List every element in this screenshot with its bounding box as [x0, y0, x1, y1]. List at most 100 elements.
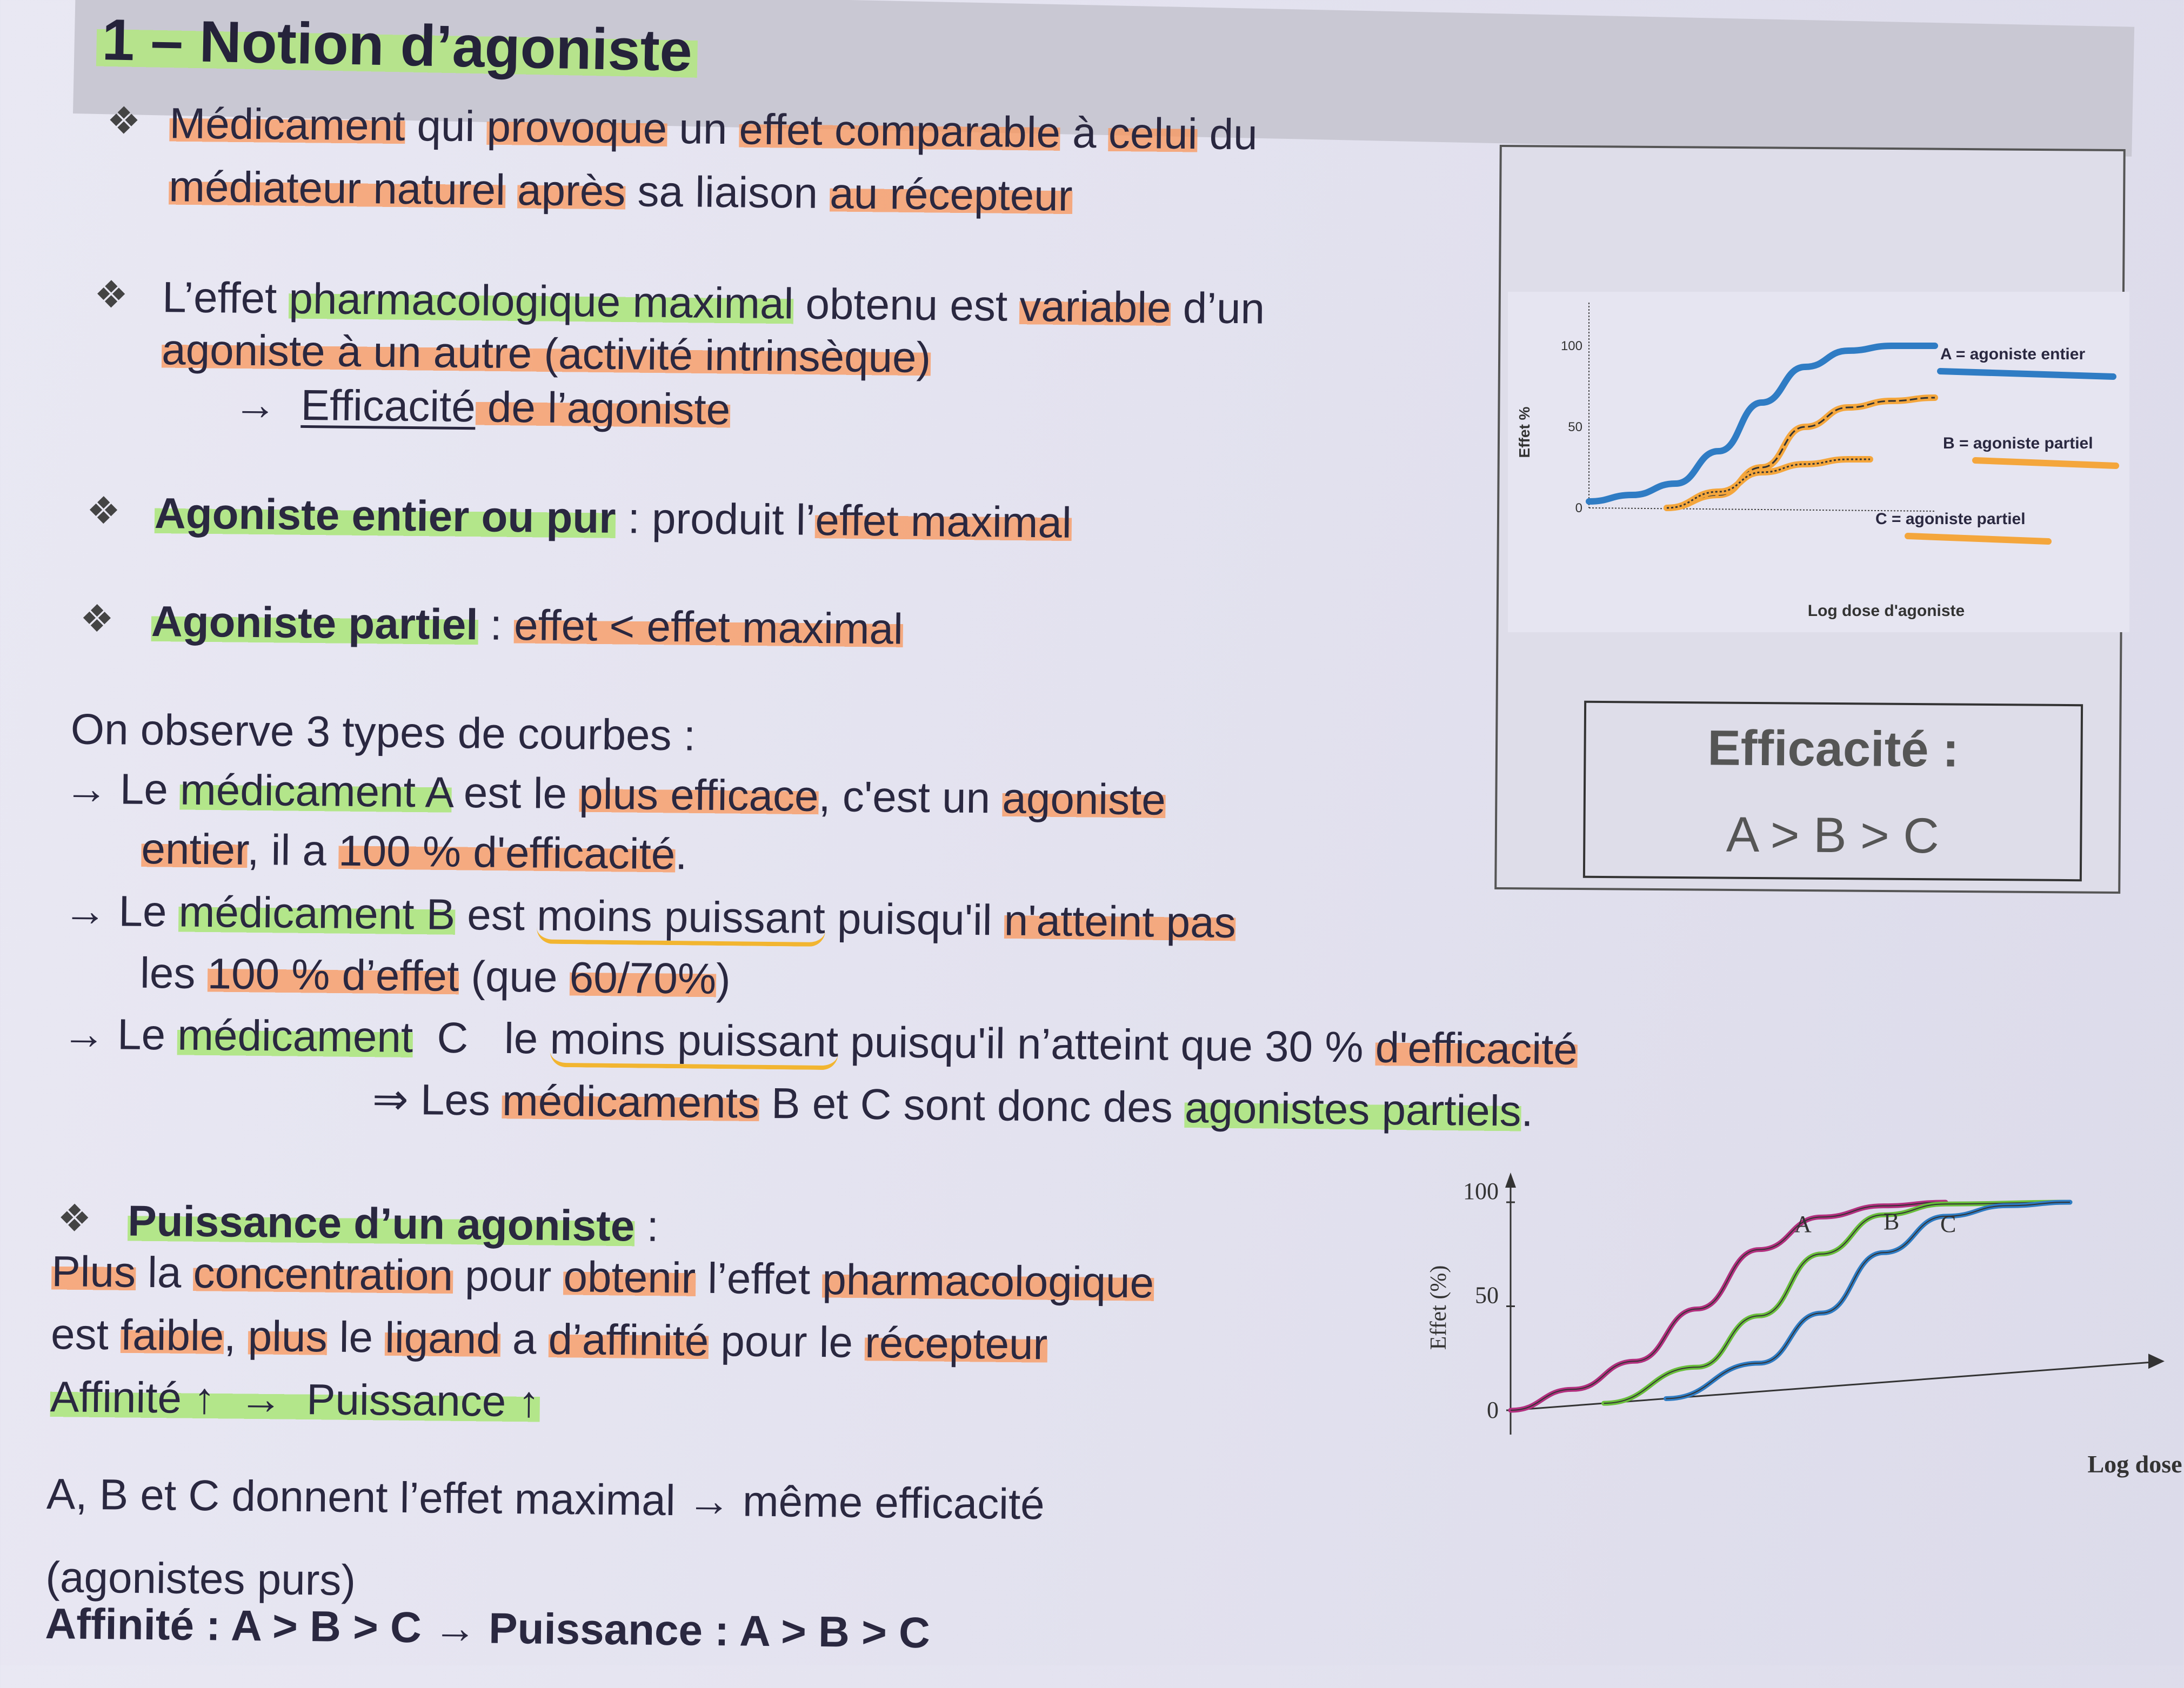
y-tick-label: 100 — [1561, 339, 1582, 353]
text-segment: d’un — [1171, 283, 1265, 333]
text-segment: L’effet — [162, 273, 290, 323]
text-segment: puisqu'il n’atteint que 30 % — [838, 1017, 1376, 1071]
curve-C — [1664, 1200, 2073, 1401]
highlighted-text: récepteur — [864, 1318, 1048, 1369]
highlighted-text: ligand — [384, 1313, 501, 1363]
text-segment: → — [233, 380, 302, 429]
text-segment: On observe 3 types de courbes : — [70, 705, 696, 760]
highlighted-text: plus — [248, 1311, 328, 1361]
highlighted-text: d’affinité — [548, 1315, 709, 1365]
curve-line-A — [1510, 1202, 1946, 1411]
highlighted-text: (activité intrinsèque) — [531, 329, 931, 382]
text-segment: est le — [451, 768, 579, 818]
highlighted-text: médicament — [177, 1010, 413, 1062]
text-line: → Le médicament C le moins puissant puis… — [62, 1007, 1578, 1076]
text-segment: : produit l’ — [615, 493, 816, 544]
highlighted-text: obtenir — [563, 1252, 696, 1302]
text-line: Plus la concentration pour obtenir l’eff… — [51, 1244, 1154, 1310]
text-segment: puisqu'il — [825, 894, 1005, 945]
text-segment: est — [50, 1310, 121, 1359]
text-segment: obtenu est — [793, 279, 1020, 330]
highlighted-text: moins puissant — [536, 891, 826, 947]
highlighted-text: variable — [1019, 282, 1171, 332]
highlighted-text: Médicament — [169, 99, 405, 150]
highlighted-text: provoque — [486, 102, 667, 152]
highlighted-text: d'efficacité — [1375, 1023, 1578, 1074]
legend-underline — [1972, 457, 2119, 469]
highlighted-text: Efficacité — [300, 380, 476, 431]
text-line: Médicament qui provoque un effet compara… — [169, 96, 1258, 162]
highlighted-text: 100 % d'efficacité — [338, 826, 676, 879]
efficacy-summary-box: Efficacité : A > B > C — [1582, 700, 2083, 882]
text-segment: → Le — [64, 764, 181, 814]
text-line: agoniste à un autre (activité intrinsèqu… — [161, 323, 931, 385]
text-line: médiateur naturel après sa liaison au ré… — [168, 159, 1073, 223]
highlighted-text: plus efficace — [578, 769, 819, 820]
text-line: Agoniste partiel : effet < effet maximal — [151, 594, 904, 657]
bullet-icon: ❖ — [57, 1197, 92, 1240]
text-segment: les — [139, 948, 208, 998]
legend-underline — [1937, 368, 2116, 380]
text-segment: . — [1521, 1087, 1534, 1135]
x-axis-arrow-icon — [2148, 1354, 2165, 1369]
y-tick-label: 0 — [1575, 501, 1582, 515]
highlighted-text: de l’agoniste — [475, 383, 731, 434]
x-axis-label: Log dose d'agoniste — [1808, 602, 1965, 620]
highlighted-text: médicament B — [178, 887, 456, 939]
text-segment: → Le — [63, 886, 179, 936]
efficacy-title: Efficacité : — [1707, 720, 1960, 778]
x-axis — [1588, 507, 1935, 512]
highlighted-text: Affinité : A > B > C → Puissance : A > B… — [45, 1599, 931, 1657]
y-tick-label: 0 — [1487, 1397, 1499, 1423]
text-segment: ) — [716, 954, 731, 1003]
text-line: → Efficacité de l’agoniste — [233, 378, 731, 437]
text-segment: C — [412, 1013, 493, 1062]
text-line: On observe 3 types de courbes : — [70, 702, 696, 762]
efficacy-value: A > B > C — [1726, 807, 1940, 864]
text-line: Puissance d’un agoniste : — [127, 1194, 659, 1254]
legend-label: C = agoniste partiel — [1875, 510, 2026, 528]
text-line: Affinité : A > B > C → Puissance : A > B… — [45, 1597, 930, 1660]
legend-label: B = agoniste partiel — [1943, 434, 2093, 452]
curve-A — [1508, 1200, 1948, 1413]
bullet-icon: ❖ — [79, 597, 115, 640]
text-line: → Le médicament A est le plus efficace, … — [64, 761, 1166, 827]
text-line: A, B et C donnent l’effet maximal → même… — [46, 1467, 1045, 1531]
text-line: ⇒ Les médicaments B et C sont donc des a… — [372, 1072, 1533, 1138]
text-segment: à — [1060, 108, 1109, 157]
highlighted-text: pharmacologique maximal — [289, 274, 794, 328]
text-line: est faible, plus le ligand a d’affinité … — [51, 1307, 1048, 1371]
curve-dash-C — [1666, 458, 1870, 509]
highlighted-text: Affinité ↑ → Puissance ↑ — [50, 1372, 540, 1426]
curve-line-B — [1604, 1202, 2071, 1404]
text-segment: est — [455, 890, 537, 940]
text-segment: pour — [452, 1251, 564, 1301]
text-segment: l’effet — [695, 1254, 823, 1304]
text-segment: (que — [458, 952, 570, 1002]
text-segment: (agonistes purs) — [45, 1553, 356, 1605]
bullet-icon: ❖ — [86, 489, 121, 532]
highlighted-text: Puissance d’un agoniste — [127, 1196, 635, 1250]
curve-label: C — [1940, 1211, 1956, 1237]
text-segment: qui — [404, 101, 487, 151]
highlighted-text: effet maximal — [814, 495, 1072, 547]
text-line: entier, il a 100 % d'efficacité. — [141, 822, 687, 882]
highlighted-text: Plus — [51, 1247, 136, 1296]
text-segment: : — [478, 600, 515, 649]
y-tick-label: 50 — [1568, 420, 1582, 434]
legend-label: A = agoniste entier — [1940, 345, 2085, 363]
text-segment: , il a — [246, 825, 339, 875]
highlighted-text: Agoniste partiel — [151, 597, 478, 649]
highlighted-text: effet comparable — [739, 105, 1061, 157]
text-segment: le — [327, 1312, 385, 1362]
highlighted-text: entier — [141, 824, 248, 874]
highlighted-text: faible — [120, 1310, 224, 1360]
highlighted-text: médicaments — [502, 1076, 760, 1127]
curve-line-C — [1666, 1202, 2071, 1399]
y-axis-label: Effet (%) — [1426, 1265, 1451, 1350]
highlighted-text: médiateur naturel — [168, 162, 506, 214]
highlighted-text: celui — [1108, 109, 1198, 158]
text-segment: un — [666, 104, 740, 153]
text-segment: : — [634, 1202, 659, 1250]
curve-A — [1586, 343, 1938, 505]
